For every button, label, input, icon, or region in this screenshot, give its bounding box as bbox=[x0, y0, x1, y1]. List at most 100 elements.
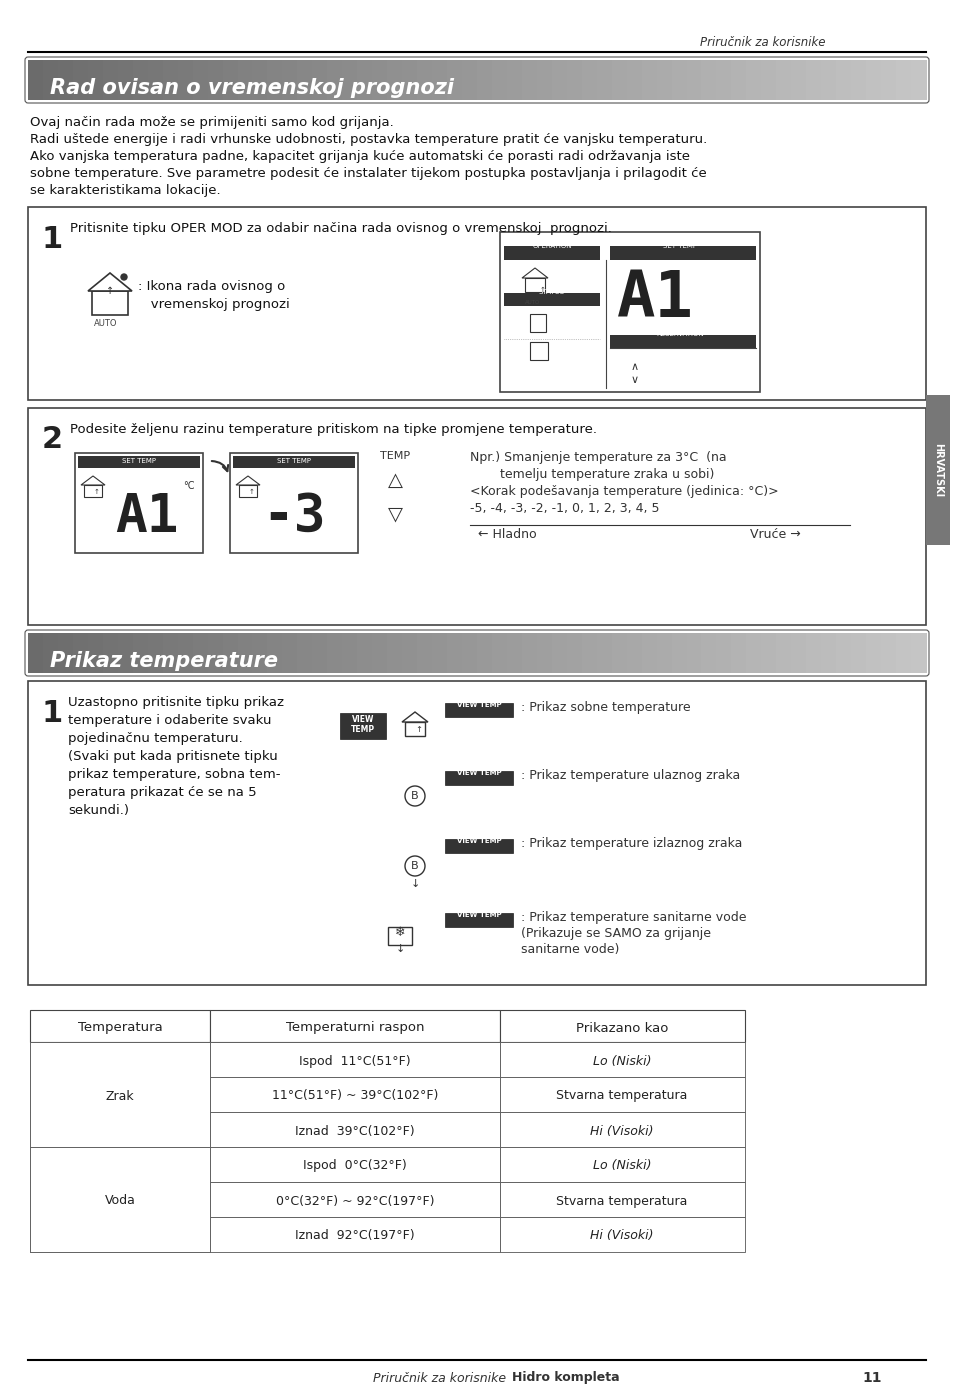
Text: Rad ovisan o vremenskoj prognozi: Rad ovisan o vremenskoj prognozi bbox=[50, 78, 454, 98]
Text: Zrak: Zrak bbox=[106, 1089, 134, 1103]
Text: : Prikaz sobne temperature: : Prikaz sobne temperature bbox=[520, 701, 690, 714]
Bar bbox=[581, 60, 598, 99]
Text: 0°C(32°F) ~ 92°C(197°F): 0°C(32°F) ~ 92°C(197°F) bbox=[275, 1194, 434, 1207]
Bar bbox=[865, 633, 882, 673]
Text: -5, -4, -3, -2, -1, 0, 1, 2, 3, 4, 5: -5, -4, -3, -2, -1, 0, 1, 2, 3, 4, 5 bbox=[470, 503, 659, 515]
Text: Prikazano kao: Prikazano kao bbox=[576, 1022, 667, 1035]
Text: temelju temperature zraka u sobi): temelju temperature zraka u sobi) bbox=[499, 468, 714, 482]
Bar bbox=[30, 1217, 210, 1252]
Text: ▽: ▽ bbox=[387, 505, 402, 524]
Text: Hidro kompleta: Hidro kompleta bbox=[512, 1372, 619, 1385]
Text: VIEW: VIEW bbox=[352, 715, 374, 724]
Bar bbox=[745, 60, 761, 99]
Bar bbox=[163, 633, 178, 673]
Bar bbox=[641, 633, 657, 673]
Bar bbox=[925, 395, 949, 545]
Bar bbox=[865, 60, 882, 99]
Text: STATUS: STATUS bbox=[538, 288, 564, 295]
Bar bbox=[58, 633, 73, 673]
Bar bbox=[881, 60, 896, 99]
Text: Temperaturni raspon: Temperaturni raspon bbox=[286, 1022, 424, 1035]
Bar bbox=[30, 1009, 210, 1042]
Text: : Prikaz temperature izlaznog zraka: : Prikaz temperature izlaznog zraka bbox=[520, 837, 741, 850]
Text: Prikaz temperature: Prikaz temperature bbox=[50, 651, 277, 671]
Bar bbox=[476, 633, 493, 673]
Bar bbox=[850, 60, 866, 99]
Bar bbox=[312, 633, 328, 673]
Text: 1: 1 bbox=[42, 699, 63, 728]
Bar bbox=[609, 335, 755, 349]
Bar bbox=[611, 633, 627, 673]
Bar bbox=[671, 633, 687, 673]
Polygon shape bbox=[81, 476, 105, 484]
Bar bbox=[253, 633, 268, 673]
Bar bbox=[790, 633, 806, 673]
Bar bbox=[30, 1042, 210, 1077]
Bar bbox=[88, 60, 104, 99]
Text: Priručnik za korisnike: Priručnik za korisnike bbox=[373, 1372, 510, 1385]
Bar bbox=[210, 1009, 499, 1042]
Text: Voda: Voda bbox=[105, 1194, 135, 1207]
Bar bbox=[342, 633, 358, 673]
Circle shape bbox=[121, 274, 127, 280]
Bar bbox=[836, 633, 851, 673]
Bar bbox=[43, 633, 59, 673]
Text: Hi (Visoki): Hi (Visoki) bbox=[590, 1124, 653, 1137]
Bar bbox=[760, 60, 777, 99]
Bar bbox=[30, 1112, 210, 1147]
Bar bbox=[342, 60, 358, 99]
Text: ∨: ∨ bbox=[630, 375, 639, 385]
Bar bbox=[210, 1217, 499, 1252]
Bar bbox=[776, 633, 792, 673]
Text: ↑: ↑ bbox=[416, 725, 422, 735]
Text: AUTO: AUTO bbox=[525, 300, 540, 305]
Text: ↓: ↓ bbox=[410, 879, 419, 889]
Bar bbox=[30, 1077, 210, 1112]
Text: vremenskoj prognozi: vremenskoj prognozi bbox=[138, 298, 290, 311]
Text: prikaz temperature, sobna tem-: prikaz temperature, sobna tem- bbox=[68, 769, 280, 781]
Bar bbox=[356, 60, 373, 99]
Bar bbox=[30, 1147, 210, 1182]
Text: Iznad  92°C(197°F): Iznad 92°C(197°F) bbox=[294, 1229, 415, 1243]
Bar bbox=[387, 633, 403, 673]
Bar bbox=[611, 60, 627, 99]
Text: Hi (Visoki): Hi (Visoki) bbox=[590, 1229, 653, 1243]
Text: Lo (Niski): Lo (Niski) bbox=[592, 1159, 651, 1173]
Bar bbox=[700, 633, 717, 673]
Bar bbox=[297, 633, 313, 673]
Text: B: B bbox=[411, 861, 418, 871]
Bar bbox=[222, 633, 238, 673]
Bar bbox=[148, 60, 164, 99]
Bar bbox=[372, 633, 388, 673]
Text: ↑: ↑ bbox=[249, 489, 254, 496]
Bar bbox=[405, 722, 424, 736]
Bar bbox=[551, 60, 567, 99]
Bar bbox=[686, 60, 701, 99]
Bar bbox=[117, 60, 133, 99]
Text: Temperatura: Temperatura bbox=[77, 1022, 162, 1035]
Text: AUTO: AUTO bbox=[94, 319, 117, 328]
Bar bbox=[327, 633, 343, 673]
Bar bbox=[339, 713, 386, 739]
Bar bbox=[387, 60, 403, 99]
Text: Npr.) Smanjenje temperature za 3°C  (na: Npr.) Smanjenje temperature za 3°C (na bbox=[470, 451, 726, 463]
Bar bbox=[103, 633, 119, 673]
Text: Vruće →: Vruće → bbox=[749, 528, 800, 540]
Bar bbox=[28, 633, 44, 673]
Bar bbox=[132, 633, 149, 673]
Bar bbox=[597, 60, 612, 99]
Bar bbox=[537, 60, 552, 99]
Text: ∧: ∧ bbox=[630, 363, 639, 372]
Bar bbox=[506, 60, 522, 99]
Bar bbox=[58, 60, 73, 99]
Bar bbox=[193, 633, 209, 673]
Bar bbox=[499, 1147, 744, 1182]
Bar bbox=[163, 60, 178, 99]
Text: Ako vanjska temperatura padne, kapacitet grijanja kuće automatski će porasti rad: Ako vanjska temperatura padne, kapacitet… bbox=[30, 150, 689, 162]
Text: A1: A1 bbox=[616, 267, 693, 330]
Bar bbox=[28, 60, 44, 99]
Bar bbox=[537, 633, 552, 673]
Text: peratura prikazat će se na 5: peratura prikazat će se na 5 bbox=[68, 785, 256, 799]
Bar bbox=[72, 633, 89, 673]
Bar bbox=[836, 60, 851, 99]
